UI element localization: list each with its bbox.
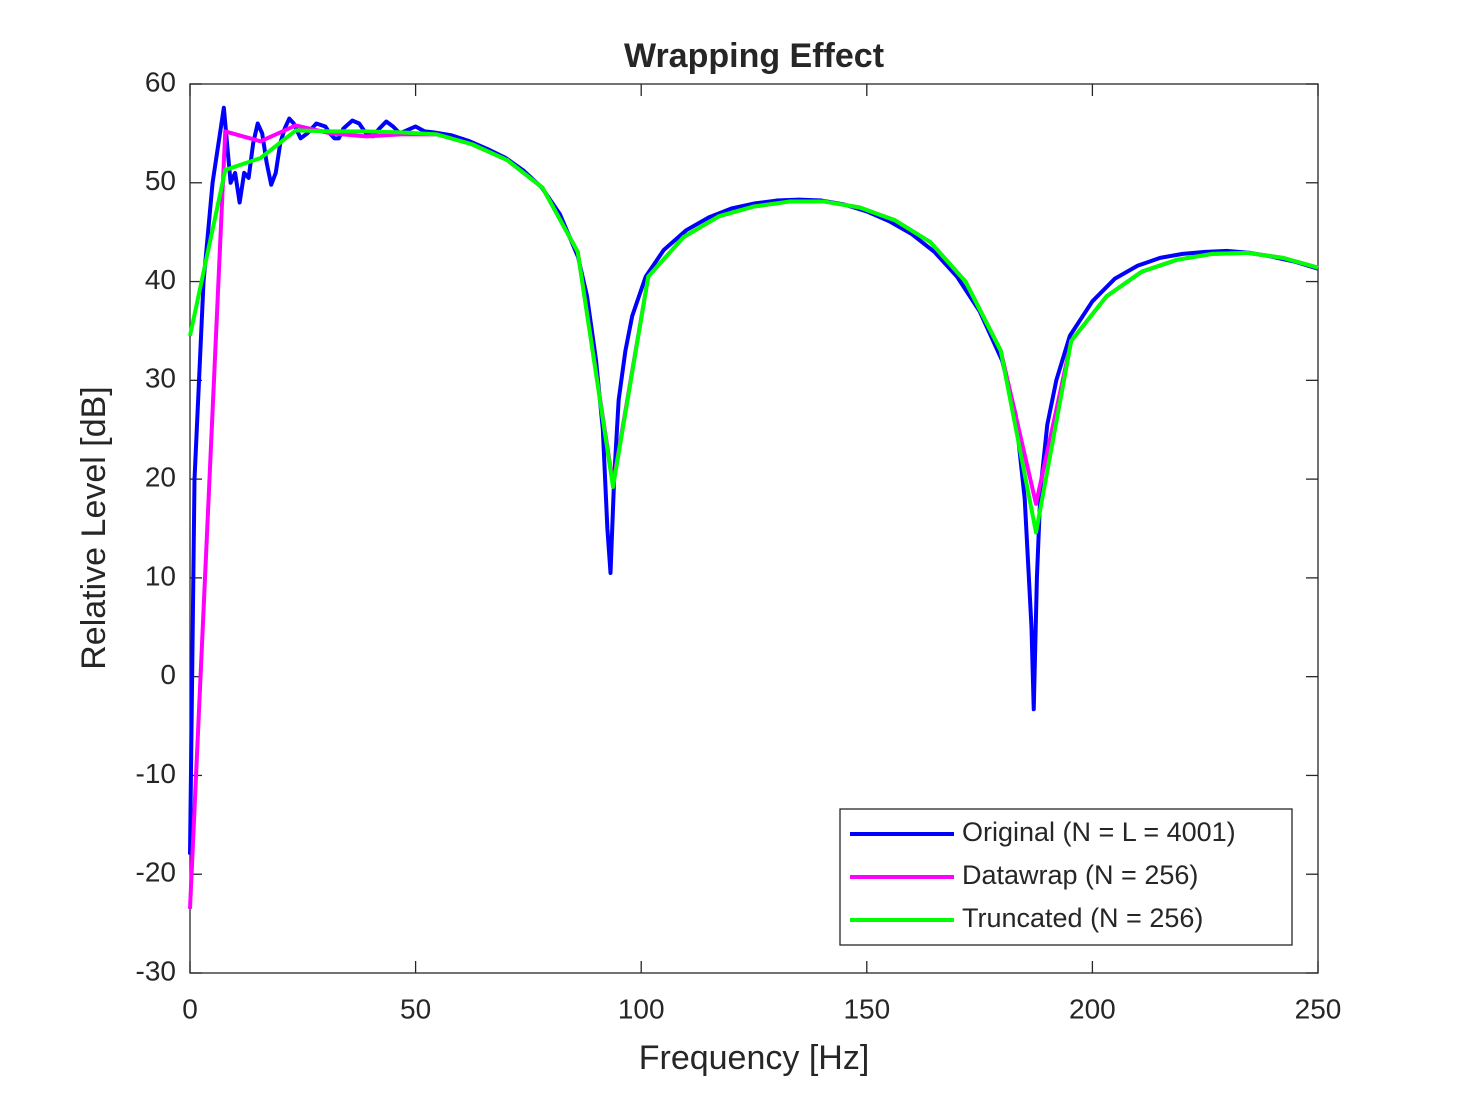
legend: Original (N = L = 4001) Datawrap (N = 256… (839, 808, 1293, 946)
y-tick-label: 30 (145, 363, 176, 394)
x-tick-label: 100 (618, 993, 665, 1024)
series-line (188, 128, 1319, 535)
y-axis-label: Relative Level [dB] (75, 386, 113, 670)
y-tick-label: -10 (136, 758, 176, 789)
y-tick-label: 20 (145, 462, 176, 493)
legend-label: Truncated (N = 256) (962, 903, 1203, 933)
y-tick-label: 10 (145, 560, 176, 591)
x-tick-label: 150 (843, 993, 890, 1024)
x-tick-label: 0 (182, 993, 198, 1024)
series-line (188, 105, 1319, 855)
legend-label: Original (N = L = 4001) (962, 817, 1236, 847)
y-tick-label: 40 (145, 264, 176, 295)
x-axis-label: Frequency [Hz] (639, 1039, 870, 1077)
x-tick-label: 200 (1069, 993, 1116, 1024)
y-tick-label: 60 (145, 66, 176, 97)
x-tick-label: 50 (400, 993, 431, 1024)
legend-label: Datawrap (N = 256) (962, 860, 1198, 890)
y-tick-label: 0 (160, 659, 176, 690)
x-tick-label: 250 (1295, 993, 1342, 1024)
y-tick-label: -30 (136, 955, 176, 986)
y-tick-label: 50 (145, 165, 176, 196)
y-tick-label: -20 (136, 857, 176, 888)
chart-title: Wrapping Effect (624, 37, 884, 75)
